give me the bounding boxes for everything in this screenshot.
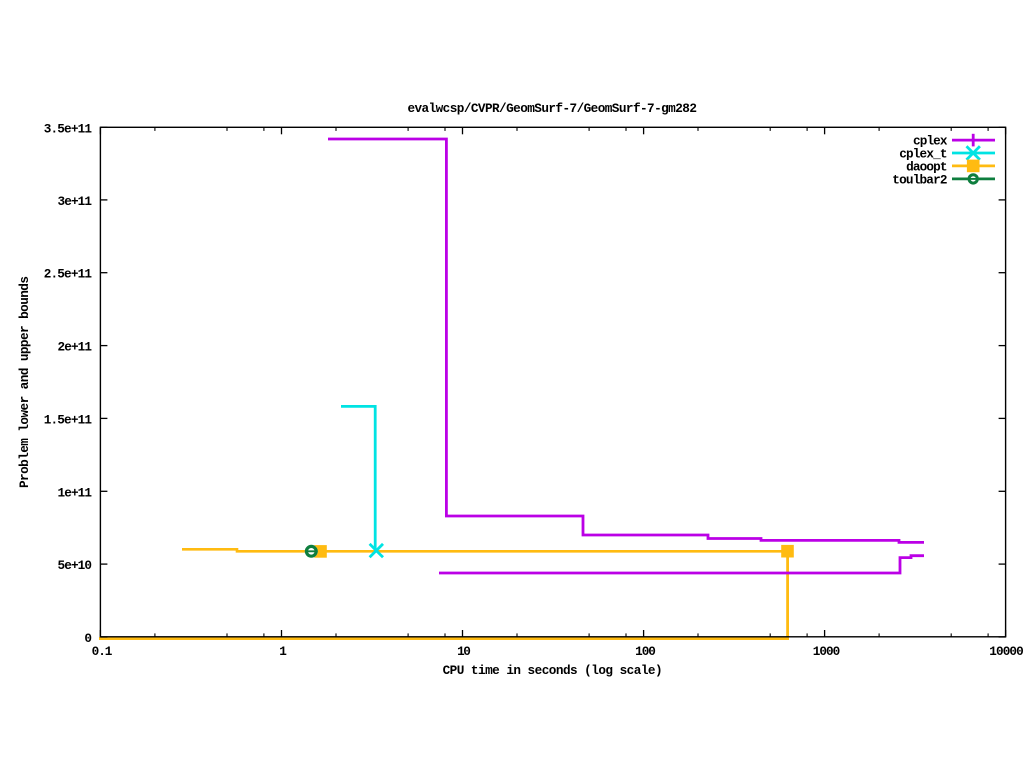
svg-text:2.5e+11: 2.5e+11	[44, 267, 93, 282]
svg-text:cplex: cplex	[913, 134, 948, 149]
svg-text:toulbar2: toulbar2	[892, 172, 947, 187]
svg-text:evalwcsp/CVPR/GeomSurf-7/GeomS: evalwcsp/CVPR/GeomSurf-7/GeomSurf-7-gm28…	[407, 101, 697, 116]
svg-text:1000: 1000	[813, 644, 841, 659]
svg-text:10000: 10000	[989, 644, 1024, 659]
svg-text:Problem lower and upper bounds: Problem lower and upper bounds	[17, 276, 32, 488]
svg-text:2e+11: 2e+11	[58, 340, 93, 355]
svg-text:cplex_t: cplex_t	[899, 146, 947, 161]
svg-text:1e+11: 1e+11	[58, 485, 93, 500]
svg-text:3e+11: 3e+11	[58, 194, 93, 209]
svg-text:3.5e+11: 3.5e+11	[44, 121, 93, 136]
svg-text:CPU time in seconds (log scale: CPU time in seconds (log scale)	[443, 663, 663, 678]
svg-text:0.1: 0.1	[92, 644, 113, 659]
svg-text:0: 0	[84, 631, 92, 646]
svg-text:5e+10: 5e+10	[58, 558, 93, 573]
svg-text:1: 1	[279, 644, 287, 659]
svg-text:1.5e+11: 1.5e+11	[44, 412, 93, 427]
svg-text:daoopt: daoopt	[906, 159, 947, 174]
svg-text:10: 10	[457, 644, 471, 659]
svg-text:100: 100	[635, 644, 656, 659]
